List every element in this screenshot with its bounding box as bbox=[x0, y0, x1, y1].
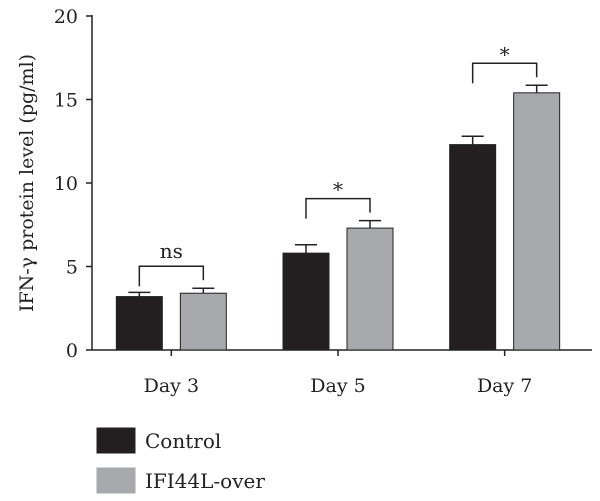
bar bbox=[449, 144, 497, 351]
significance-group: ns * * bbox=[138, 42, 538, 287]
bar bbox=[179, 292, 227, 351]
legend-swatch bbox=[96, 467, 136, 494]
legend-swatch bbox=[96, 427, 136, 454]
bar bbox=[346, 227, 394, 351]
y-tick-label: 0 bbox=[66, 340, 78, 362]
x-tick-label: Day 5 bbox=[310, 375, 365, 397]
y-tick-label: 15 bbox=[54, 90, 78, 112]
legend: Control IFI44L-over bbox=[96, 427, 265, 494]
y-tick-label: 10 bbox=[54, 173, 78, 195]
bars-group bbox=[115, 84, 561, 351]
significance-label: * bbox=[333, 178, 343, 202]
x-tick-label: Day 7 bbox=[477, 375, 532, 397]
bar bbox=[115, 296, 163, 351]
bar bbox=[282, 252, 330, 351]
significance-bracket bbox=[471, 62, 538, 84]
legend-label: IFI44L-over bbox=[145, 469, 265, 493]
significance-label: ns bbox=[160, 239, 183, 263]
significance-label: * bbox=[500, 42, 510, 66]
legend-label: Control bbox=[145, 429, 221, 453]
significance-bracket bbox=[305, 197, 371, 219]
y-tick-label: 20 bbox=[54, 6, 78, 28]
significance-bracket bbox=[138, 265, 205, 287]
x-axis: Day 3 Day 5 Day 7 bbox=[92, 349, 592, 397]
y-axis: 0 5 10 15 20 bbox=[54, 6, 93, 362]
y-axis-label: IFN-γ protein level (pg/ml) bbox=[16, 54, 38, 312]
bar bbox=[513, 92, 561, 351]
x-tick-label: Day 3 bbox=[144, 375, 199, 397]
y-tick-label: 5 bbox=[66, 257, 78, 279]
